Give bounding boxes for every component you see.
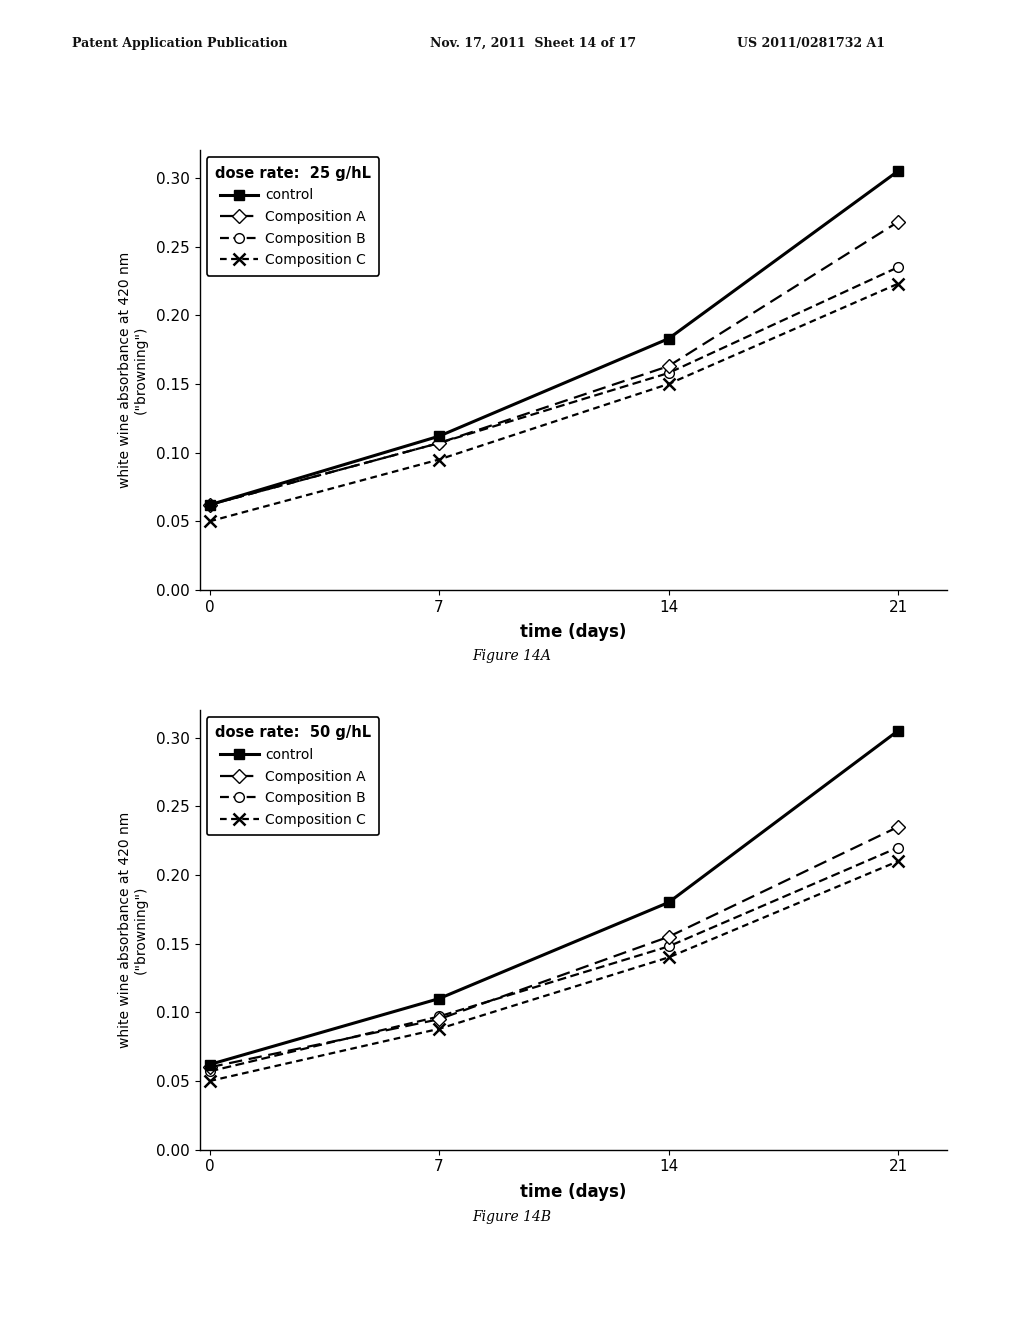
Composition A xyxy=(663,358,675,374)
Composition A xyxy=(433,436,445,451)
Line: control: control xyxy=(205,726,903,1069)
Legend: control, Composition A, Composition B, Composition C: control, Composition A, Composition B, C… xyxy=(207,157,379,276)
Line: Composition C: Composition C xyxy=(204,279,903,527)
Composition B xyxy=(204,1064,216,1080)
Composition B xyxy=(663,366,675,381)
Composition B xyxy=(433,1008,445,1024)
Composition A xyxy=(892,818,904,834)
Line: Composition C: Composition C xyxy=(204,855,903,1086)
Composition C xyxy=(663,376,675,392)
Composition C xyxy=(433,451,445,467)
Legend: control, Composition A, Composition B, Composition C: control, Composition A, Composition B, C… xyxy=(207,717,380,836)
Composition C xyxy=(433,1020,445,1036)
Line: control: control xyxy=(205,166,903,510)
control xyxy=(204,496,216,512)
Composition A xyxy=(892,214,904,230)
Composition C xyxy=(663,949,675,965)
Text: Figure 14A: Figure 14A xyxy=(472,649,552,664)
Composition B xyxy=(663,939,675,954)
Line: Composition B: Composition B xyxy=(205,842,903,1076)
Y-axis label: white wine absorbance at 420 nm
("browning"): white wine absorbance at 420 nm ("browni… xyxy=(118,252,147,488)
Text: Figure 14B: Figure 14B xyxy=(472,1210,552,1225)
control xyxy=(433,428,445,444)
Composition C xyxy=(892,853,904,869)
Composition C xyxy=(892,276,904,292)
Composition A xyxy=(433,1011,445,1027)
Text: Patent Application Publication: Patent Application Publication xyxy=(72,37,287,50)
Composition A xyxy=(204,496,216,512)
X-axis label: time (days): time (days) xyxy=(520,1183,627,1201)
Composition A xyxy=(204,1060,216,1076)
Composition B xyxy=(433,436,445,451)
control xyxy=(892,723,904,739)
Line: Composition A: Composition A xyxy=(205,822,903,1072)
Y-axis label: white wine absorbance at 420 nm
("browning"): white wine absorbance at 420 nm ("browni… xyxy=(118,812,147,1048)
control xyxy=(663,895,675,911)
Composition C xyxy=(204,513,216,529)
control xyxy=(204,1056,216,1072)
control xyxy=(892,164,904,180)
Composition B xyxy=(204,496,216,512)
Composition B xyxy=(892,259,904,275)
Line: Composition B: Composition B xyxy=(205,263,903,510)
X-axis label: time (days): time (days) xyxy=(520,623,627,642)
control xyxy=(433,991,445,1007)
Composition C xyxy=(204,1073,216,1089)
control xyxy=(663,331,675,347)
Text: US 2011/0281732 A1: US 2011/0281732 A1 xyxy=(737,37,886,50)
Composition A xyxy=(663,929,675,945)
Composition B xyxy=(892,840,904,855)
Text: Nov. 17, 2011  Sheet 14 of 17: Nov. 17, 2011 Sheet 14 of 17 xyxy=(430,37,636,50)
Line: Composition A: Composition A xyxy=(205,216,903,510)
